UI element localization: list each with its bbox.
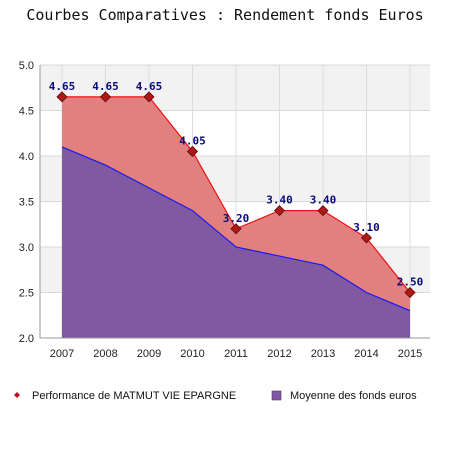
legend-label-series-2: Moyenne des fonds euros [290, 390, 417, 402]
data-point [99, 91, 112, 103]
data-point [230, 223, 242, 235]
markers [56, 91, 416, 299]
x-tick-label: 2008 [93, 348, 117, 360]
y-tick-label: 4.0 [19, 151, 34, 163]
legend-label-series-1: Performance de MATMUT VIE EPARGNE [32, 390, 236, 402]
y-tick-label: 2.5 [19, 288, 34, 300]
chart-title: Courbes Comparatives : Rendement fonds E… [26, 6, 423, 24]
x-tick-label: 2012 [267, 348, 291, 360]
data-label: 3.10 [353, 221, 380, 234]
y-tick-label: 5.0 [19, 60, 34, 72]
legend-swatch-series-2 [271, 390, 282, 401]
areas [61, 96, 411, 338]
series-area-2 [62, 146, 410, 338]
x-tick-label: 2009 [137, 348, 161, 360]
x-tick-label: 2010 [180, 348, 204, 360]
data-point [360, 232, 373, 244]
legend-marker-series-1 [14, 392, 20, 398]
x-tick-label: 2015 [398, 348, 422, 360]
data-label: 4.65 [49, 80, 76, 93]
y-tick-label: 2.0 [19, 333, 34, 345]
data-label: 3.40 [310, 194, 337, 207]
data-label: 4.65 [92, 80, 119, 93]
legend: Performance de MATMUT VIE EPARGNE Moyenne… [14, 390, 417, 402]
data-point [273, 205, 286, 217]
data-point [317, 205, 329, 217]
data-point [143, 91, 155, 103]
data-label: 4.65 [136, 80, 163, 93]
x-tick-label: 2007 [50, 348, 74, 360]
data-label: 3.40 [266, 194, 293, 207]
x-tick-label: 2014 [354, 348, 378, 360]
axes: 2.0 2.5 3.0 3.5 4.0 4.5 5.0 2007 2008 2009 2010 201… [19, 60, 430, 360]
data-label: 2.50 [397, 276, 424, 289]
data-labels: 4.65 4.65 4.65 4.05 3.20 3.40 3.40 3.10 2.50 [49, 80, 424, 289]
y-tick-label: 3.0 [19, 242, 34, 254]
data-label: 3.20 [223, 212, 250, 225]
x-tick-label: 2011 [224, 348, 248, 360]
y-tick-label: 3.5 [19, 197, 34, 209]
data-point [404, 286, 416, 299]
data-point [186, 145, 199, 158]
series-line-2 [61, 146, 411, 312]
x-tick-label: 2013 [311, 348, 335, 360]
data-point [56, 91, 68, 103]
data-label: 4.05 [179, 134, 206, 147]
y-tick-label: 4.5 [19, 106, 34, 118]
